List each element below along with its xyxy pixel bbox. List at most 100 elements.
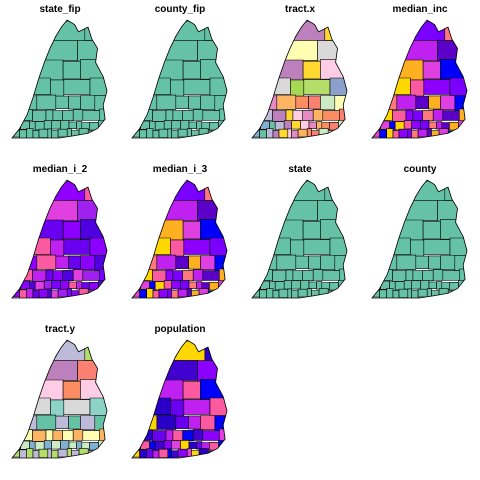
census-tract — [175, 415, 189, 429]
census-tract — [72, 109, 84, 121]
census-tract — [268, 219, 304, 241]
census-tract — [158, 448, 169, 458]
census-tract — [71, 290, 80, 298]
census-tract — [76, 441, 83, 450]
census-tract — [163, 440, 172, 450]
census-tract — [272, 290, 280, 298]
census-tract — [132, 399, 149, 417]
census-tract — [52, 110, 64, 121]
census-tract — [312, 109, 324, 121]
census-tract — [147, 77, 171, 95]
census-tract — [440, 95, 456, 111]
census-tract — [316, 121, 323, 130]
panel-title: state_fip — [39, 4, 80, 15]
census-tract — [252, 268, 264, 283]
census-tract — [204, 340, 227, 361]
census-tract — [394, 281, 405, 291]
census-tract — [19, 129, 28, 138]
census-tract — [12, 379, 30, 400]
census-tract — [213, 289, 221, 298]
census-tract — [68, 415, 81, 430]
census-tract — [303, 79, 331, 95]
census-tract — [152, 130, 160, 138]
census-tract — [453, 289, 461, 298]
census-tract — [410, 79, 425, 97]
census-tract — [52, 270, 64, 281]
map-panel: state — [251, 164, 348, 299]
census-tract — [93, 289, 101, 298]
census-tract — [459, 288, 467, 298]
census-tract — [12, 201, 45, 221]
census-tract — [12, 20, 45, 41]
census-tract — [252, 254, 268, 271]
census-tract — [436, 121, 443, 130]
census-tract — [283, 280, 293, 290]
census-tract — [77, 40, 107, 62]
census-tract — [12, 441, 22, 450]
census-tract — [394, 121, 405, 131]
census-tract — [388, 219, 424, 241]
census-tract — [51, 440, 61, 450]
census-tract — [380, 280, 390, 290]
census-tract — [12, 254, 28, 271]
census-tract — [422, 270, 434, 282]
census-tract — [55, 255, 69, 269]
census-tract — [38, 448, 49, 458]
census-tract — [12, 361, 45, 381]
census-tract — [386, 255, 398, 271]
census-tract — [82, 110, 100, 121]
census-tract — [276, 94, 297, 110]
census-tract — [339, 128, 347, 138]
census-tract — [146, 128, 154, 138]
census-tract — [132, 79, 149, 97]
panel-title: median_i_3 — [153, 164, 208, 175]
census-tract — [163, 120, 172, 130]
census-tract — [132, 108, 144, 123]
census-tract — [19, 289, 28, 298]
census-tract — [55, 415, 69, 429]
census-tract — [219, 448, 227, 458]
census-tract — [57, 448, 68, 458]
census-tract — [12, 239, 29, 257]
census-tract — [172, 430, 183, 441]
map-panel: tract.y — [11, 324, 108, 459]
census-tract — [36, 414, 57, 430]
census-tract — [192, 109, 204, 121]
census-tract — [372, 94, 388, 111]
census-tract — [260, 120, 270, 130]
map-panel: county — [371, 164, 468, 299]
census-tract — [302, 60, 321, 80]
census-tract — [188, 121, 197, 129]
census-tract — [77, 360, 107, 382]
census-tract — [172, 110, 183, 121]
census-tract — [28, 379, 64, 401]
census-tract — [291, 280, 301, 290]
census-tract — [290, 79, 305, 97]
census-tract — [386, 288, 394, 298]
census-tract — [154, 441, 165, 451]
census-tract — [308, 255, 321, 270]
census-tract — [12, 268, 24, 283]
panel-title: median_inc — [392, 4, 447, 15]
census-tract — [428, 255, 441, 270]
census-tract — [303, 239, 331, 255]
census-tract — [47, 448, 52, 458]
census-tract — [437, 200, 467, 222]
census-tract — [63, 79, 91, 95]
census-tract — [386, 128, 394, 138]
census-tract — [417, 288, 428, 298]
census-tract — [36, 94, 57, 110]
census-tract — [311, 290, 320, 298]
census-tract — [165, 429, 174, 442]
census-tract — [182, 60, 201, 80]
census-tract — [167, 128, 172, 138]
census-tract — [380, 120, 390, 130]
census-tract — [139, 289, 147, 298]
census-tract — [449, 77, 467, 97]
census-tract — [252, 79, 269, 97]
census-tract — [219, 428, 227, 442]
census-tract — [285, 269, 294, 282]
census-tract — [422, 220, 441, 240]
census-tract — [308, 281, 317, 289]
census-tract — [458, 108, 467, 121]
